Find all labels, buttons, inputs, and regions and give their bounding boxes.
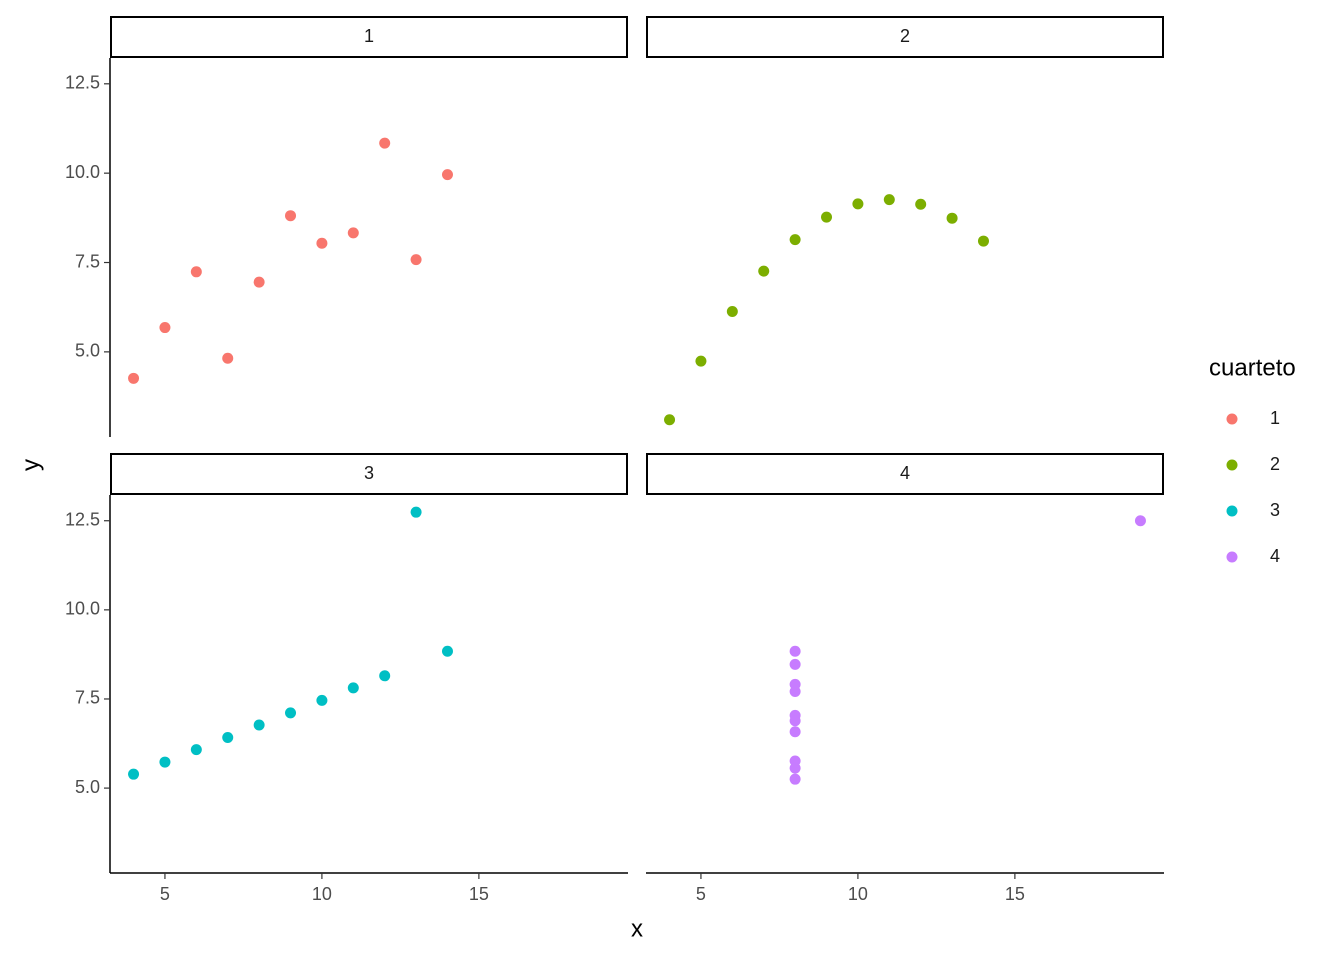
point [285,210,297,222]
y-tick-label: 10.0 [65,599,100,619]
point [285,707,297,719]
strip-label: 2 [900,26,910,46]
point [789,726,801,738]
strip-box [110,453,628,495]
point [758,265,770,277]
legend-label: 1 [1270,408,1280,428]
y-tick-label: 10.0 [65,162,100,182]
strip-box [110,16,628,58]
legend-title: cuarteto [1209,354,1296,381]
point [316,237,328,249]
y-tick-label: 12.5 [65,509,100,529]
point [379,670,391,682]
point [347,682,359,694]
point [410,254,422,266]
y-tick-label: 7.5 [75,688,100,708]
point [789,773,801,785]
point [316,694,328,706]
point [222,731,234,743]
x-tick-label: 15 [469,884,489,904]
strip-box [646,453,1164,495]
y-tick-label: 12.5 [65,73,100,93]
y-axis-title: y [17,459,44,471]
x-tick-label: 10 [848,884,868,904]
legend-label: 4 [1270,546,1280,566]
strip-label: 3 [364,463,374,483]
point [821,211,833,223]
point [379,137,391,149]
point [253,719,265,731]
point [726,305,738,317]
strip-label: 1 [364,26,374,46]
point [789,715,801,727]
x-axis-title: x [631,915,643,942]
point [190,744,202,756]
point [253,276,265,288]
legend-key [1226,551,1238,563]
strip-label: 4 [900,463,910,483]
x-tick-label: 15 [1005,884,1025,904]
point [410,506,422,518]
strip-box [646,16,1164,58]
legend-key [1226,505,1238,517]
point [128,372,140,384]
legend-label: 3 [1270,500,1280,520]
x-tick-label: 5 [160,884,170,904]
x-tick-label: 5 [696,884,706,904]
point [977,235,989,247]
point [789,762,801,774]
point [695,355,707,367]
legend-key [1226,459,1238,471]
x-tick-label: 10 [312,884,332,904]
y-tick-label: 5.0 [75,777,100,797]
point [128,768,140,780]
point [190,266,202,278]
point [883,194,895,206]
point [915,198,927,210]
point [222,352,234,364]
point [664,414,676,426]
point [946,212,958,224]
point [1134,515,1146,527]
legend-key [1226,413,1238,425]
point [789,234,801,246]
point [441,645,453,657]
point [159,756,171,768]
point [789,678,801,690]
point [852,198,864,210]
y-tick-label: 7.5 [75,251,100,271]
point [789,658,801,670]
legend-label: 2 [1270,454,1280,474]
point [441,169,453,181]
point [159,322,171,334]
point [789,645,801,657]
point [347,227,359,239]
y-tick-label: 5.0 [75,341,100,361]
